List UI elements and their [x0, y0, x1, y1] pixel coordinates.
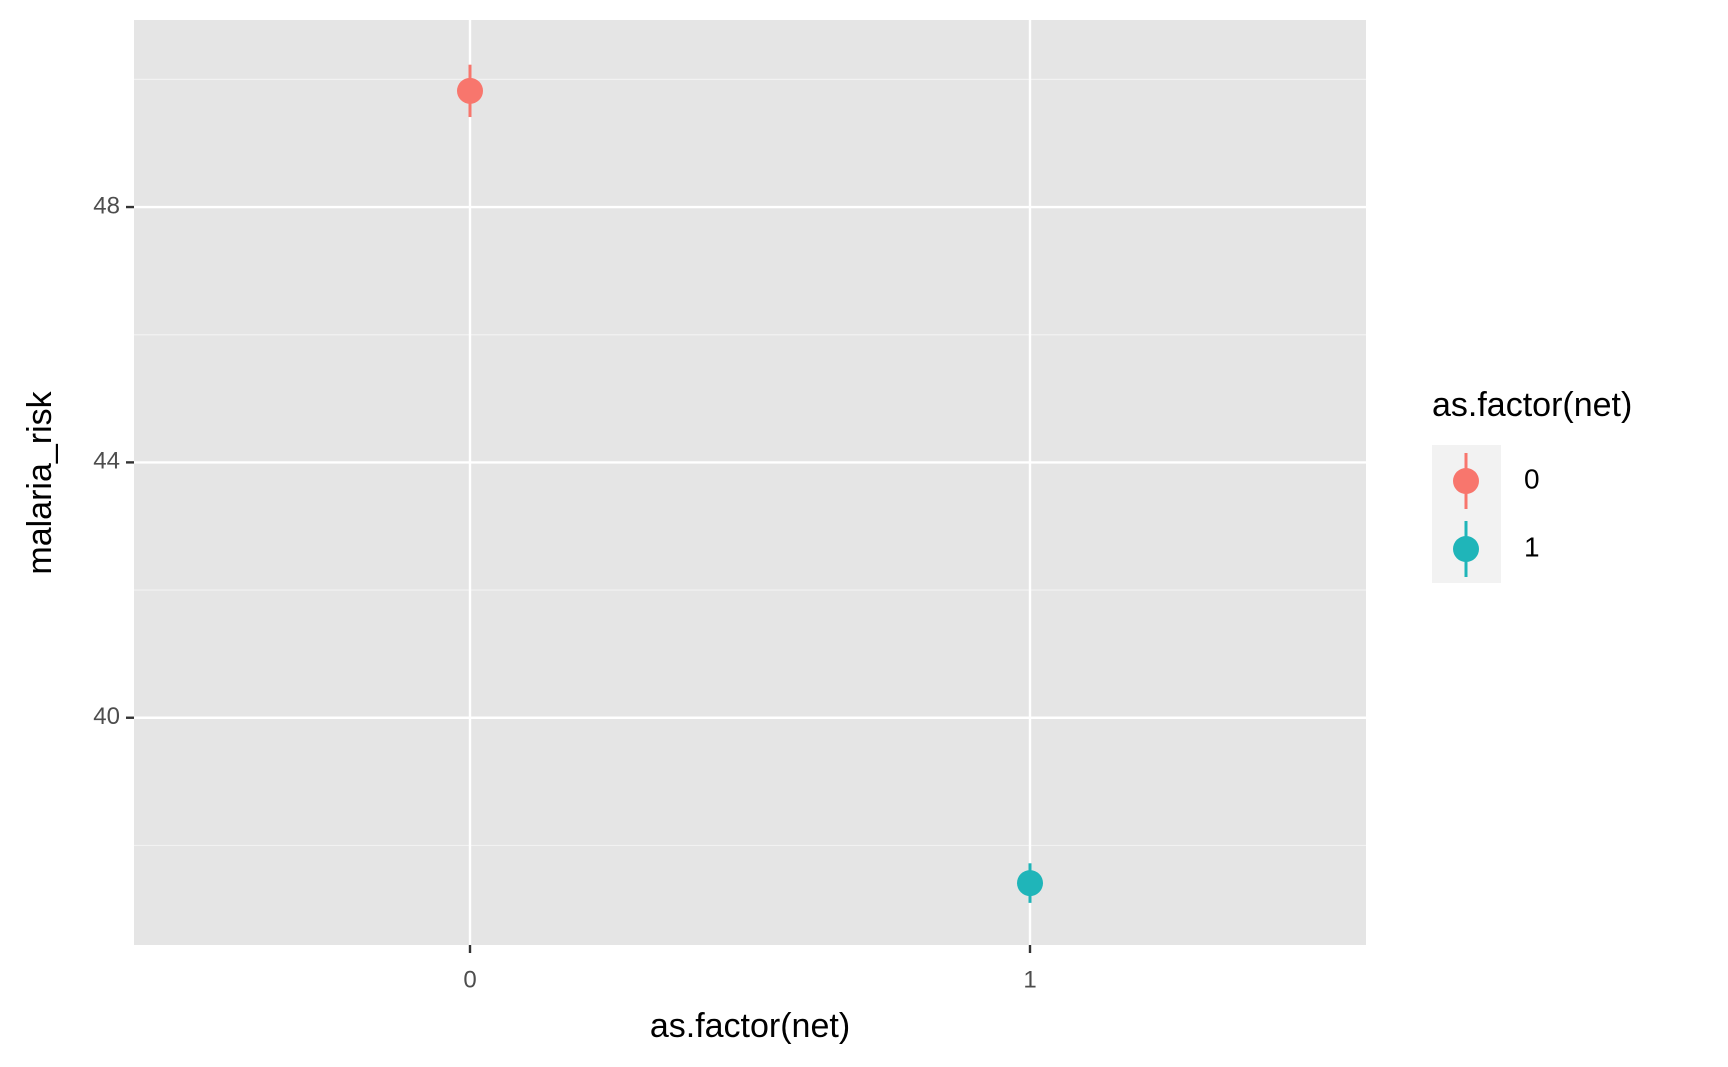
- y-tick-label: 44: [93, 448, 120, 475]
- y-tick-label: 40: [93, 703, 120, 730]
- legend-label: 0: [1524, 463, 1540, 494]
- x-tick-label: 1: [1023, 966, 1036, 993]
- plot-background: [134, 20, 1366, 945]
- legend-label: 1: [1524, 531, 1540, 562]
- legend-key-point: [1453, 468, 1479, 494]
- legend-key-point: [1453, 536, 1479, 562]
- x-tick-label: 0: [463, 966, 476, 993]
- y-tick-label: 48: [93, 192, 120, 219]
- y-axis-title: malaria_risk: [21, 390, 59, 574]
- point: [457, 77, 483, 104]
- legend-title: as.factor(net): [1432, 386, 1632, 424]
- point: [1017, 870, 1043, 897]
- x-axis-title: as.factor(net): [650, 1007, 850, 1045]
